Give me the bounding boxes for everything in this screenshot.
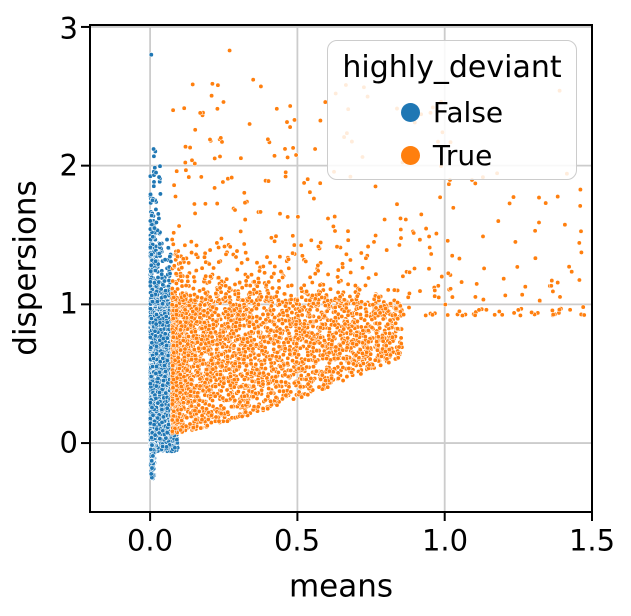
x-axis-label: means [288,568,394,605]
x-tick-label: 1.5 [568,523,616,558]
x-tick-label: 0.0 [126,523,174,558]
y-tick-label: 0 [59,425,78,460]
legend-label-false: False [432,95,504,129]
legend-entry-false: False [400,91,504,134]
legend-rows: False True [400,91,504,177]
y-tick-label: 1 [59,286,78,321]
legend-marker-false-icon [400,103,420,122]
x-tick-label: 1.0 [421,523,469,558]
legend-label-true: True [432,138,493,172]
legend-title: highly_deviant [342,50,562,85]
x-tick-label: 0.5 [273,523,321,558]
y-tick-label: 2 [59,148,78,183]
legend-entry-true: True [400,134,493,177]
y-axis-label: dispersions [7,180,44,356]
legend: highly_deviant False True [327,40,577,180]
y-tick-label: 3 [59,11,78,46]
legend-marker-true-icon [400,146,420,165]
